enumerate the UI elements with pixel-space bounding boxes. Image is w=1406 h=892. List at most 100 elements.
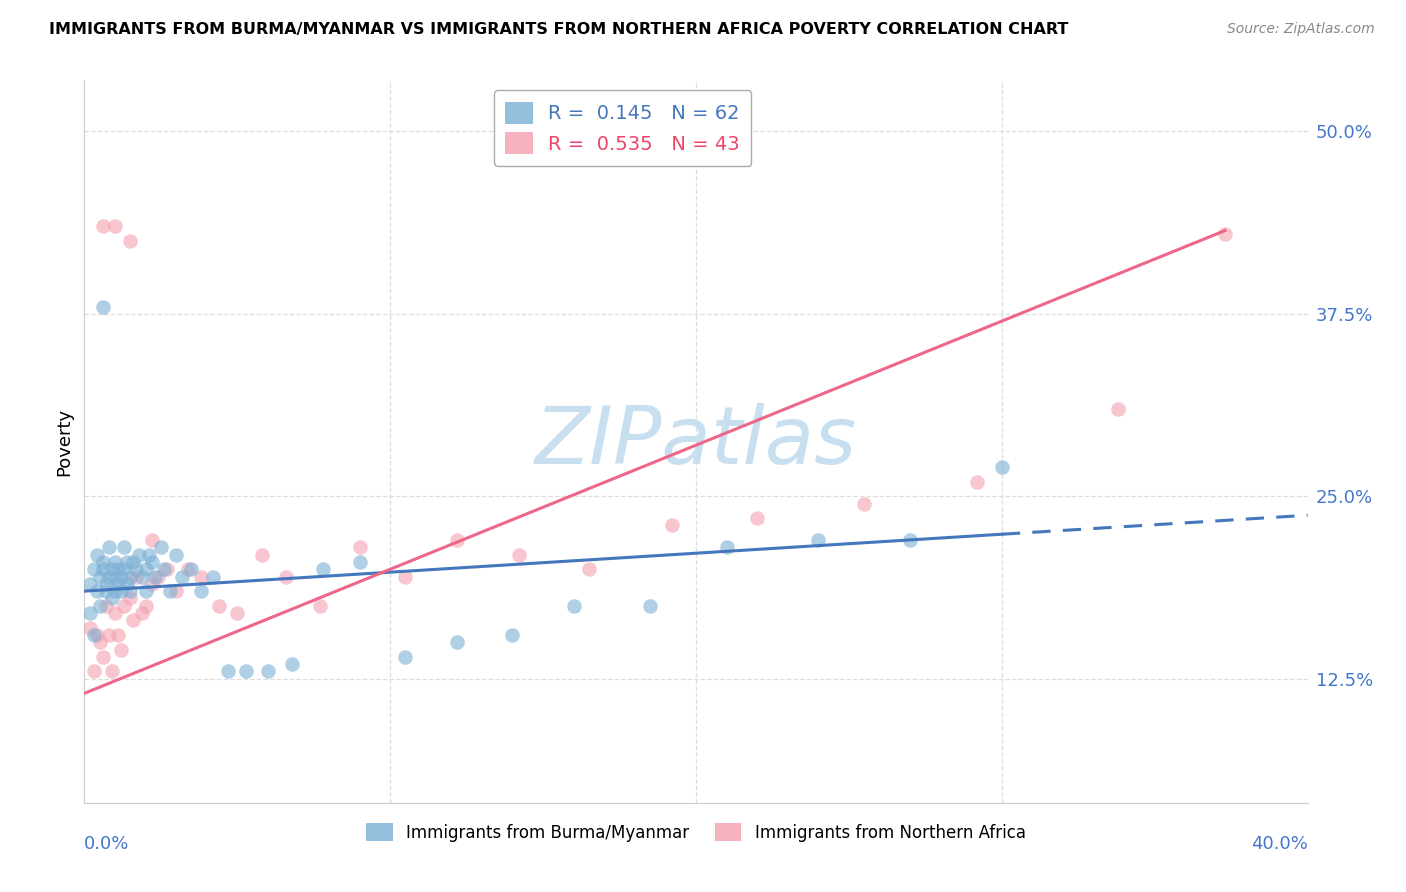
Point [966,475,988,489]
Point [257,665,280,679]
Point [394,649,416,664]
Point [141,577,163,591]
Point [120,584,142,599]
Point [853,497,876,511]
Point [349,541,371,555]
Point [201,569,224,583]
Legend: Immigrants from Burma/Myanmar, Immigrants from Northern Africa: Immigrants from Burma/Myanmar, Immigrant… [360,817,1032,848]
Point [91,300,114,314]
Point [112,562,135,576]
Point [276,569,298,583]
Point [112,541,135,555]
Point [446,635,468,649]
Point [153,562,176,576]
Point [115,577,138,591]
Point [143,569,166,583]
Point [91,562,114,576]
Point [101,562,124,576]
Point [86,548,108,562]
Point [502,628,524,642]
Point [128,548,150,562]
Point [101,591,124,606]
Point [97,541,120,555]
Point [180,562,202,576]
Point [83,628,105,642]
Point [120,569,142,583]
Point [578,562,600,576]
Point [135,562,157,576]
Point [86,628,108,642]
Point [94,584,117,599]
Point [89,569,111,583]
Point [107,562,129,576]
Point [135,599,157,613]
Point [125,569,148,583]
Point [97,569,120,583]
Point [716,541,738,555]
Point [83,665,105,679]
Text: Source: ZipAtlas.com: Source: ZipAtlas.com [1227,22,1375,37]
Point [110,569,132,583]
Point [104,569,127,583]
Text: 0.0%: 0.0% [84,835,129,854]
Point [125,562,148,576]
Point [1107,401,1129,416]
Point [120,591,142,606]
Point [104,219,127,234]
Point [110,584,132,599]
Point [149,541,172,555]
Point [79,577,101,591]
Point [217,665,239,679]
Point [112,599,135,613]
Point [747,511,769,525]
Point [83,562,105,576]
Point [107,577,129,591]
Text: ZIPatlas: ZIPatlas [534,402,858,481]
Point [1213,227,1236,241]
Point [104,584,127,599]
Point [165,584,187,599]
Point [94,577,117,591]
Point [156,562,179,576]
Point [562,599,585,613]
Point [159,584,181,599]
Point [394,569,416,583]
Point [79,606,101,620]
Point [104,606,127,620]
Point [146,569,169,583]
Point [508,548,530,562]
Point [91,649,114,664]
Point [898,533,921,547]
Point [991,460,1014,475]
Point [190,569,212,583]
Point [91,555,114,569]
Point [312,562,335,576]
Point [94,599,117,613]
Point [308,599,330,613]
Point [110,642,132,657]
Point [638,599,661,613]
Point [131,569,153,583]
Point [107,628,129,642]
Point [138,548,160,562]
Point [122,555,145,569]
Point [281,657,304,672]
Point [89,599,111,613]
Point [226,606,249,620]
Point [115,555,138,569]
Y-axis label: Poverty: Poverty [55,408,73,475]
Point [141,533,163,547]
Point [349,555,371,569]
Point [190,584,212,599]
Text: 40.0%: 40.0% [1251,835,1308,854]
Point [79,621,101,635]
Point [208,599,231,613]
Point [446,533,468,547]
Point [104,555,127,569]
Point [89,635,111,649]
Point [172,569,194,583]
Point [661,518,683,533]
Point [165,548,187,562]
Point [86,584,108,599]
Point [122,613,145,627]
